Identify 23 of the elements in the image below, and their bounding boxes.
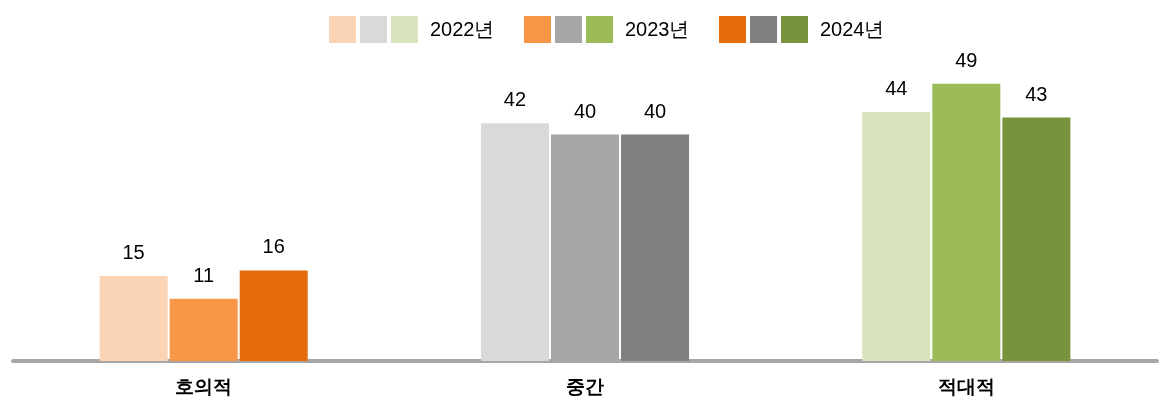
bar	[169, 298, 238, 361]
data-label: 44	[885, 76, 908, 99]
data-label: 40	[643, 99, 667, 122]
legend-label: 2023년	[625, 18, 690, 40]
bar	[1002, 117, 1071, 361]
x-tick-label: 적대적	[937, 376, 995, 397]
data-label: 43	[1025, 82, 1048, 105]
bar	[862, 111, 931, 361]
data-label: 49	[955, 48, 978, 71]
x-tick-label: 호의적	[175, 376, 233, 397]
legend-label: 2024년	[820, 18, 885, 40]
data-label: 42	[503, 88, 527, 111]
bar	[480, 123, 549, 361]
data-label: 40	[573, 99, 597, 122]
data-label: 11	[193, 263, 215, 286]
data-label: 15	[122, 241, 145, 264]
bar	[932, 83, 1001, 361]
legend-label: 2022년	[430, 18, 495, 40]
bar	[621, 134, 690, 361]
data-label: 16	[262, 235, 285, 258]
bar	[239, 270, 308, 361]
x-tick-label: 중간	[566, 376, 604, 397]
bar	[99, 276, 168, 361]
